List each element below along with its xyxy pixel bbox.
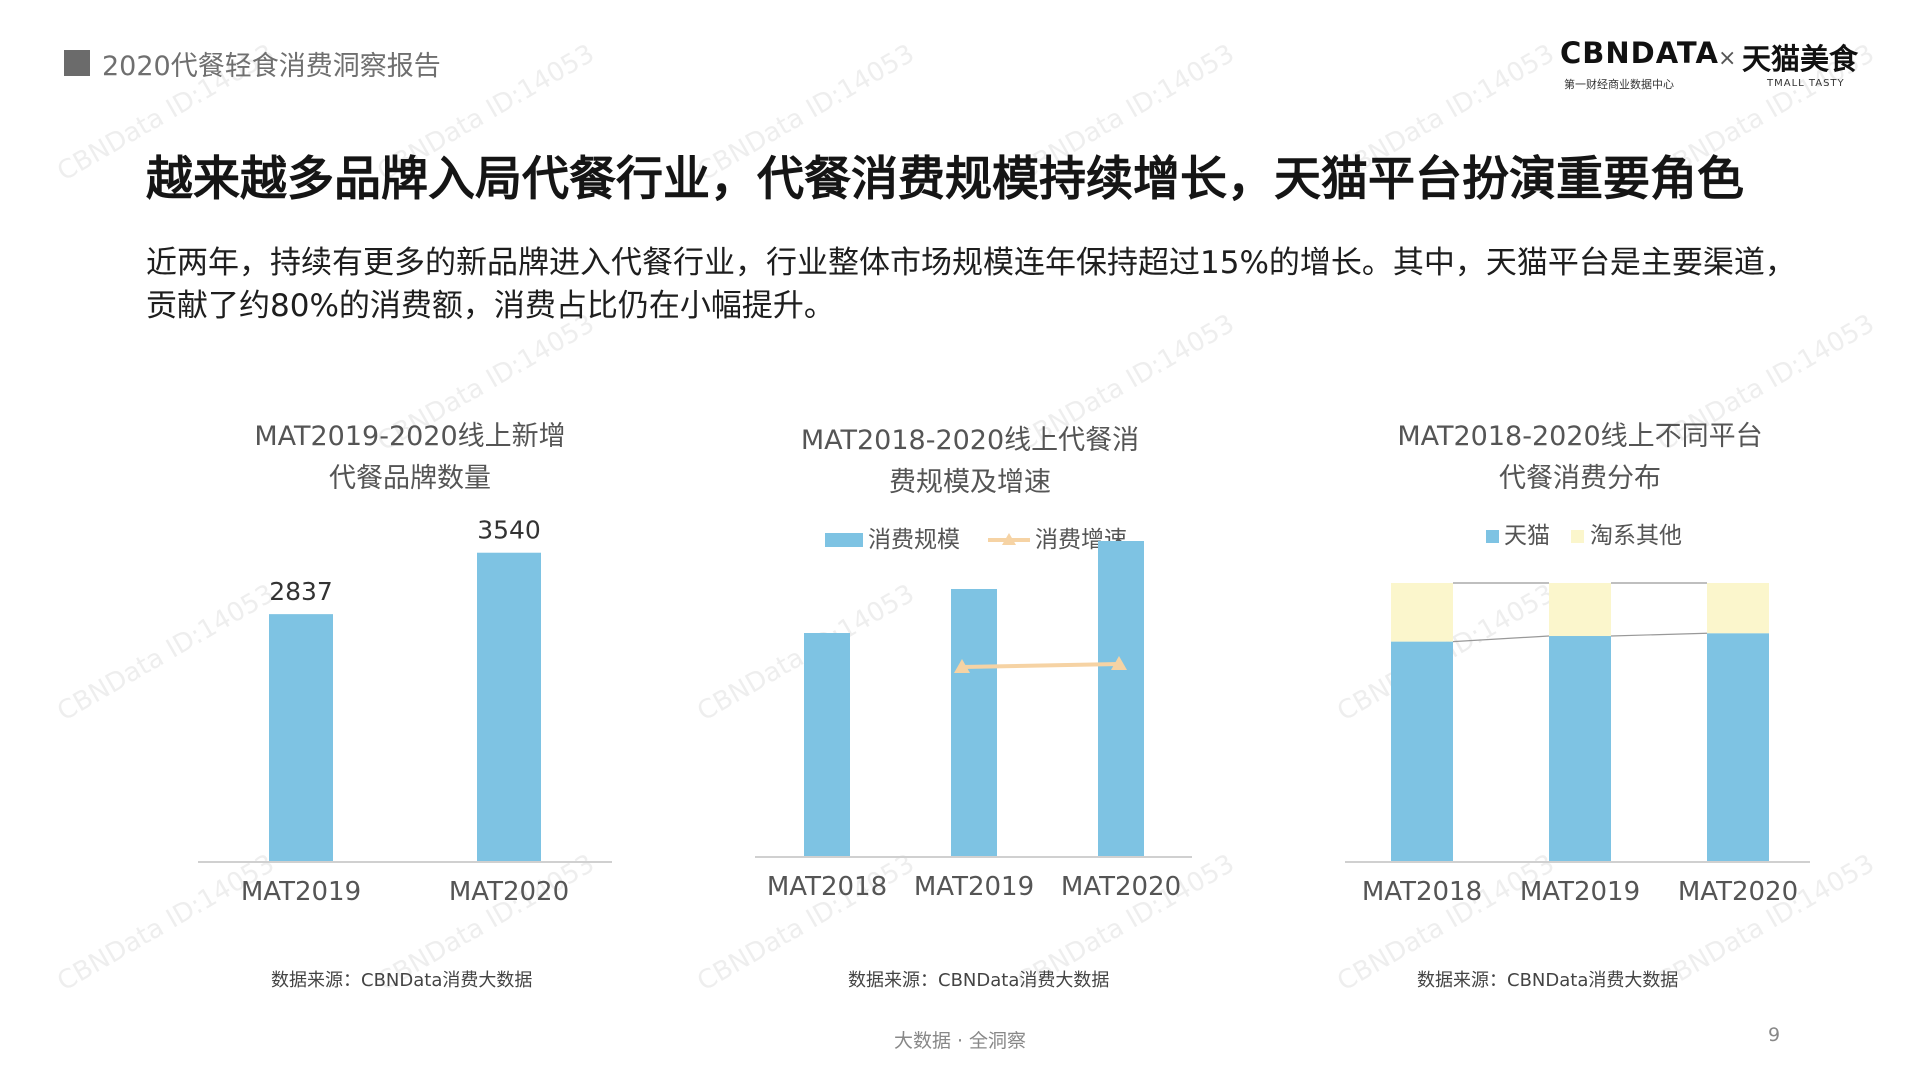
x-tick-label: MAT2018 xyxy=(1362,877,1482,907)
chart-1-title-line2: 代餐品牌数量 xyxy=(329,463,491,494)
data-label-mat2020: 3540 xyxy=(477,516,541,545)
growth-marker xyxy=(954,659,970,673)
cbndata-logo-subtitle: 第一财经商业数据中心 xyxy=(1564,78,1674,91)
chart-2-title-line2: 费规模及增速 xyxy=(889,467,1051,498)
bar-mat2020 xyxy=(1098,541,1144,857)
bar-tmall-mat2020 xyxy=(1707,633,1769,862)
bar-tmall-mat2019 xyxy=(1549,636,1611,862)
logo-separator: × xyxy=(1718,46,1737,71)
x-tick-label: MAT2019 xyxy=(1520,877,1640,907)
section-marker xyxy=(64,50,90,76)
x-tick-label: MAT2020 xyxy=(1678,877,1798,907)
legend-label-other: 淘系其他 xyxy=(1590,523,1682,549)
bar-other-mat2019 xyxy=(1549,583,1611,637)
bar-mat2019 xyxy=(951,589,997,857)
chart-3-platform-share: 天猫 淘系其他 MAT2018 MAT2019 MAT2020 xyxy=(1345,523,1810,907)
bar-mat2018 xyxy=(804,633,850,857)
legend-swatch-tmall xyxy=(1486,530,1499,543)
data-label-mat2019: 2837 xyxy=(269,577,333,606)
brand-logo: CBNDATA 第一财经商业数据中心 × 天猫美食 TMALL TASTY xyxy=(1560,36,1880,96)
chart-2-source: 数据来源：CBNData消费大数据 xyxy=(848,970,1110,991)
page-number: 9 xyxy=(1768,1024,1781,1046)
chart-3-title-line1: MAT2018-2020线上不同平台 xyxy=(1397,421,1763,452)
x-tick-label: MAT2020 xyxy=(449,877,569,907)
x-tick-label: MAT2020 xyxy=(1061,872,1181,902)
report-title: 2020代餐轻食消费洞察报告 xyxy=(102,51,441,82)
x-tick-label: MAT2019 xyxy=(914,872,1034,902)
bar-tmall-mat2018 xyxy=(1391,641,1453,862)
legend-label-size: 消费规模 xyxy=(868,527,960,553)
chart-1-title-line1: MAT2019-2020线上新增 xyxy=(254,421,566,452)
page-headline: 越来越多品牌入局代餐行业，代餐消费规模持续增长，天猫平台扮演重要角色 xyxy=(146,152,1744,207)
chart-2-title: MAT2018-2020线上代餐消 费规模及增速 xyxy=(720,420,1220,504)
tmall-logo-subtitle: TMALL TASTY xyxy=(1767,78,1845,89)
chart-3-source: 数据来源：CBNData消费大数据 xyxy=(1417,970,1679,991)
chart-1-title: MAT2019-2020线上新增 代餐品牌数量 xyxy=(160,416,660,500)
legend-marker-growth xyxy=(1002,533,1016,545)
growth-line xyxy=(961,662,1120,669)
legend-swatch-other xyxy=(1571,530,1584,543)
bar-mat2019 xyxy=(269,614,333,862)
chart-1-source: 数据来源：CBNData消费大数据 xyxy=(271,970,533,991)
chart-3-title: MAT2018-2020线上不同平台 代餐消费分布 xyxy=(1330,416,1830,500)
chart-2-title-line1: MAT2018-2020线上代餐消 xyxy=(800,425,1140,456)
growth-marker xyxy=(1111,656,1127,670)
chart-1-brand-count: 2837 MAT2019 3540 MAT2020 xyxy=(198,516,612,907)
connector-line-tmall xyxy=(1452,635,1550,643)
bar-other-mat2020 xyxy=(1707,583,1769,634)
page-description: 近两年，持续有更多的新品牌进入代餐行业，行业整体市场规模连年保持超过15%的增长… xyxy=(146,245,1796,324)
bar-other-mat2018 xyxy=(1391,583,1453,642)
legend-swatch-size xyxy=(825,533,863,547)
x-tick-label: MAT2019 xyxy=(241,877,361,907)
cbndata-logo-text: CBNDATA xyxy=(1560,36,1719,70)
x-tick-label: MAT2018 xyxy=(767,872,887,902)
legend-label-tmall: 天猫 xyxy=(1504,523,1550,549)
bar-mat2020 xyxy=(477,552,541,862)
tmall-logo-text: 天猫美食 xyxy=(1742,42,1859,76)
connector-line-tmall xyxy=(1610,632,1708,637)
footer-tagline: 大数据 · 全洞察 xyxy=(893,1030,1027,1052)
chart-3-title-line2: 代餐消费分布 xyxy=(1499,463,1661,494)
